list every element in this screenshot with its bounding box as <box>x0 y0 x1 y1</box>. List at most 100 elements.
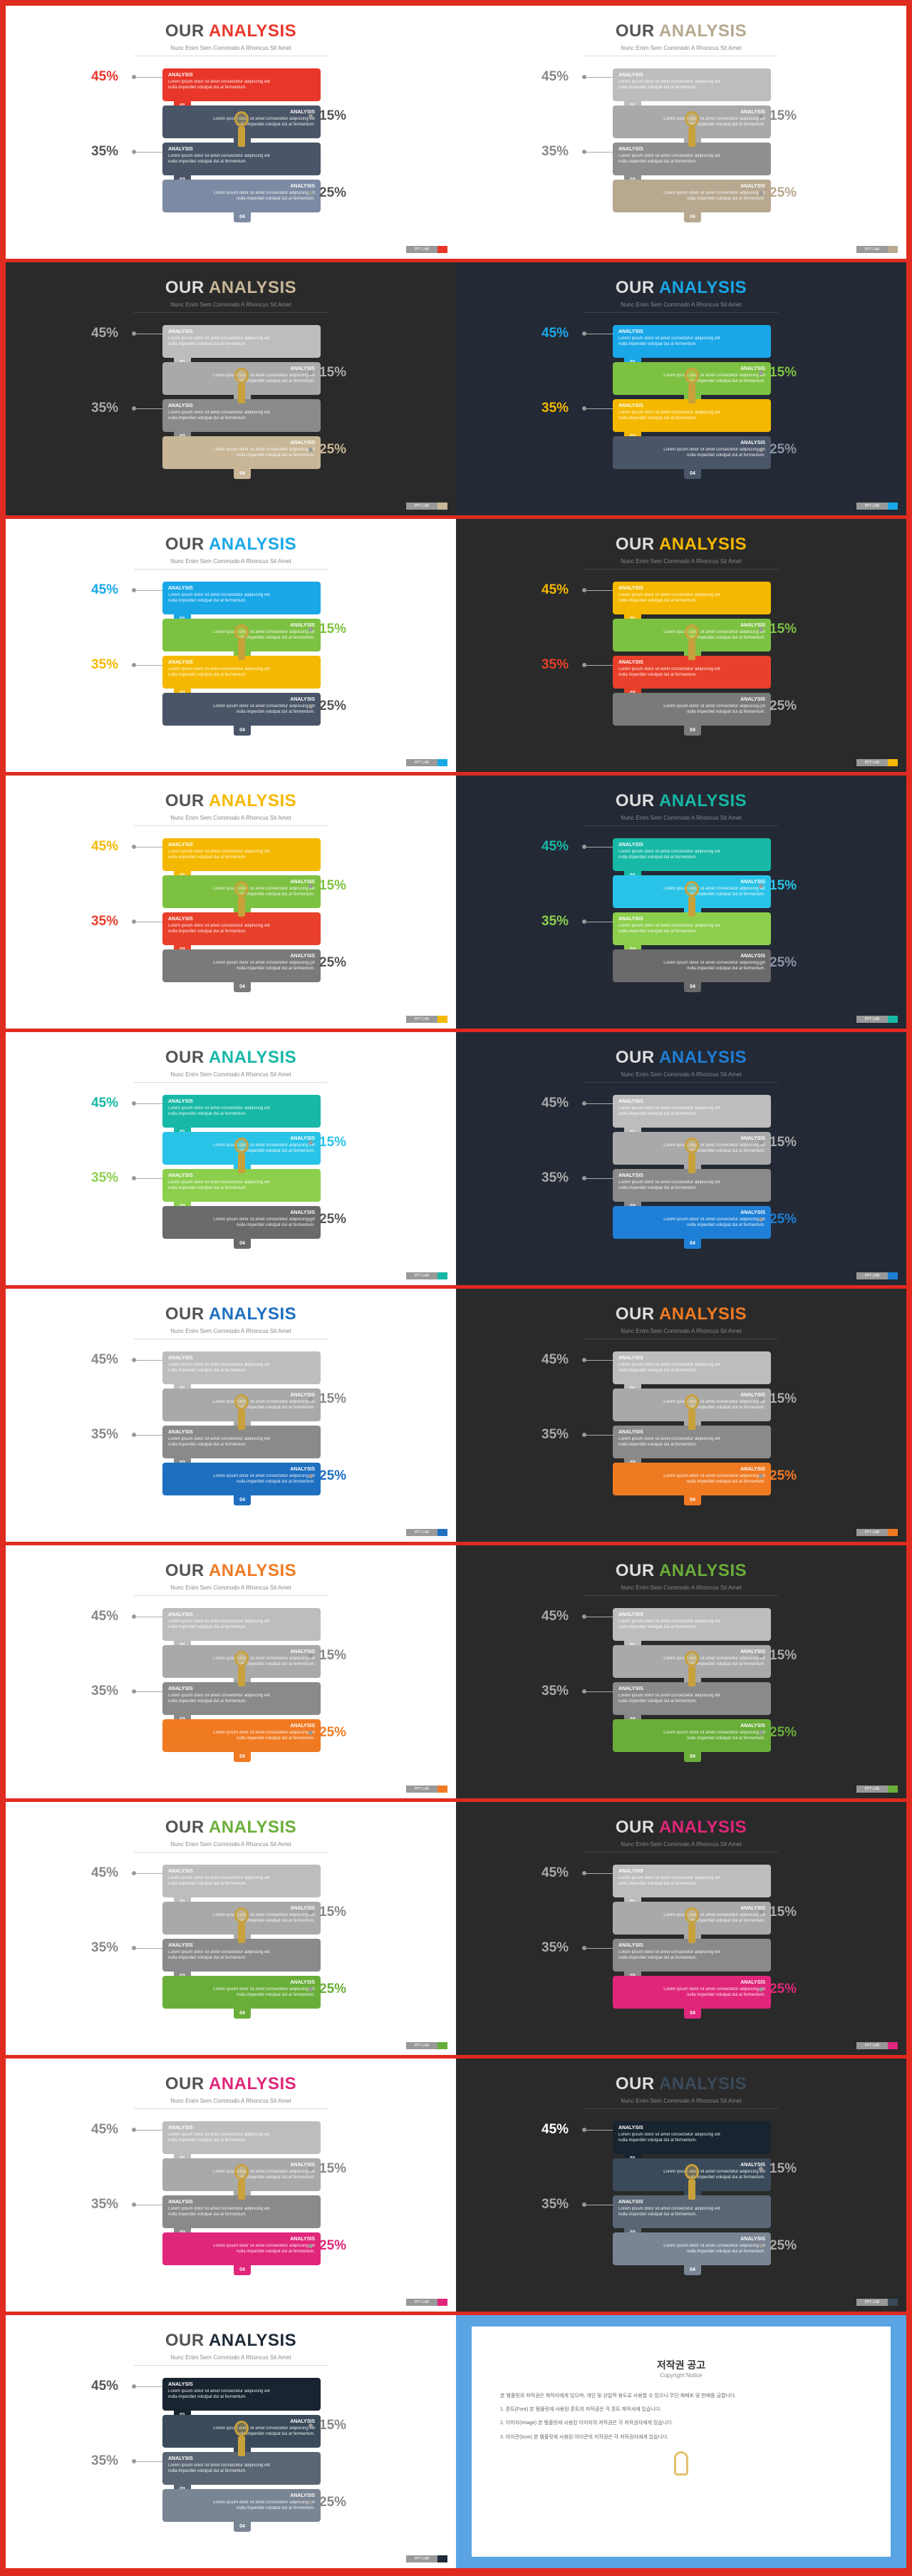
analysis-strip-3[interactable]: ANALYSIS Lorem ipsum dolor sit amet conse… <box>162 1939 321 1972</box>
lightbulb-icon <box>683 2164 701 2207</box>
analysis-strip-1[interactable]: ANALYSIS Lorem ipsum dolor sit amet conse… <box>162 582 321 614</box>
slide-6[interactable]: OUR ANALYSIS Nunc Enim Sem Commodo A Rhon… <box>456 519 906 772</box>
slide-13[interactable]: OUR ANALYSIS Nunc Enim Sem Commodo A Rhon… <box>6 1545 456 1798</box>
percent-label-4: 25% <box>319 2238 347 2253</box>
strip-body: Lorem ipsum dolor sit amet consectetur a… <box>663 1217 765 1227</box>
analysis-strip-1[interactable]: ANALYSIS Lorem ipsum dolor sit amet conse… <box>613 1608 771 1641</box>
connector-dot <box>759 1474 763 1478</box>
analysis-strip-4[interactable]: ANALYSIS Lorem ipsum dolor sit amet conse… <box>613 2232 771 2265</box>
analysis-strip-1[interactable]: ANALYSIS Lorem ipsum dolor sit amet conse… <box>162 1095 321 1128</box>
analysis-strip-4[interactable]: ANALYSIS Lorem ipsum dolor sit amet conse… <box>613 949 771 982</box>
analysis-strip-1[interactable]: ANALYSIS Lorem ipsum dolor sit amet conse… <box>613 838 771 871</box>
analysis-strip-3[interactable]: ANALYSIS Lorem ipsum dolor sit amet conse… <box>613 912 771 945</box>
analysis-strip-4[interactable]: ANALYSIS Lorem ipsum dolor sit amet conse… <box>613 1463 771 1495</box>
analysis-strip-3[interactable]: ANALYSIS Lorem ipsum dolor sit amet conse… <box>613 399 771 432</box>
slide-17[interactable]: OUR ANALYSIS Nunc Enim Sem Commodo A Rhon… <box>6 2059 456 2312</box>
strip-body: Lorem ipsum dolor sit amet consectetur a… <box>168 1180 270 1190</box>
strip-heading: ANALYSIS <box>740 1136 765 1141</box>
analysis-strip-4[interactable]: ANALYSIS Lorem ipsum dolor sit amet conse… <box>613 1719 771 1752</box>
title-accent-word: ANALYSIS <box>658 1818 747 1837</box>
copyright-notice-slide[interactable]: 저작권 공고 Copyright Notice 본 템플릿의 저작권은 제작자에게 … <box>456 2315 906 2568</box>
analysis-strip-1[interactable]: ANALYSIS Lorem ipsum dolor sit amet conse… <box>162 1351 321 1384</box>
strip-heading: ANALYSIS <box>168 2126 193 2131</box>
analysis-strip-1[interactable]: ANALYSIS Lorem ipsum dolor sit amet conse… <box>613 325 771 358</box>
slide-16[interactable]: OUR ANALYSIS Nunc Enim Sem Commodo A Rhon… <box>456 1802 906 2055</box>
analysis-strip-4[interactable]: ANALYSIS Lorem ipsum dolor sit amet conse… <box>162 180 321 212</box>
analysis-strip-3[interactable]: ANALYSIS Lorem ipsum dolor sit amet conse… <box>162 399 321 432</box>
analysis-strip-3[interactable]: ANALYSIS Lorem ipsum dolor sit amet conse… <box>613 1169 771 1202</box>
analysis-strip-4[interactable]: ANALYSIS Lorem ipsum dolor sit amet conse… <box>162 693 321 726</box>
analysis-strip-3[interactable]: ANALYSIS Lorem ipsum dolor sit amet conse… <box>162 143 321 175</box>
analysis-strip-3[interactable]: ANALYSIS Lorem ipsum dolor sit amet conse… <box>613 656 771 689</box>
analysis-strip-3[interactable]: ANALYSIS Lorem ipsum dolor sit amet conse… <box>613 143 771 175</box>
slide-12[interactable]: OUR ANALYSIS Nunc Enim Sem Commodo A Rhon… <box>456 1289 906 1542</box>
analysis-strip-4[interactable]: ANALYSIS Lorem ipsum dolor sit amet conse… <box>162 1976 321 2009</box>
connector-dot <box>132 2384 136 2389</box>
analysis-strip-3[interactable]: ANALYSIS Lorem ipsum dolor sit amet conse… <box>613 2195 771 2228</box>
slide-9[interactable]: OUR ANALYSIS Nunc Enim Sem Commodo A Rhon… <box>6 1032 456 1285</box>
analysis-strip-1[interactable]: ANALYSIS Lorem ipsum dolor sit amet conse… <box>613 1865 771 1897</box>
strip-body: Lorem ipsum dolor sit amet consectetur a… <box>618 850 720 860</box>
analysis-strip-1[interactable]: ANALYSIS Lorem ipsum dolor sit amet conse… <box>162 1608 321 1641</box>
slide-3[interactable]: OUR ANALYSIS Nunc Enim Sem Commodo A Rhon… <box>6 262 456 515</box>
percent-label-4: 25% <box>319 1725 347 1740</box>
analysis-strip-1[interactable]: ANALYSIS Lorem ipsum dolor sit amet conse… <box>613 2121 771 2154</box>
analysis-strip-4[interactable]: ANALYSIS Lorem ipsum dolor sit amet conse… <box>162 436 321 469</box>
title-accent-word: ANALYSIS <box>208 1818 297 1837</box>
slide-19[interactable]: OUR ANALYSIS Nunc Enim Sem Commodo A Rhon… <box>6 2315 456 2568</box>
analysis-strip-3[interactable]: ANALYSIS Lorem ipsum dolor sit amet conse… <box>613 1939 771 1972</box>
slide-14[interactable]: OUR ANALYSIS Nunc Enim Sem Commodo A Rhon… <box>456 1545 906 1798</box>
slide-1[interactable]: OUR ANALYSIS Nunc Enim Sem Commodo A Rhon… <box>6 6 456 259</box>
strip-heading: ANALYSIS <box>168 586 193 591</box>
slide-2[interactable]: OUR ANALYSIS Nunc Enim Sem Commodo A Rhon… <box>456 6 906 259</box>
analysis-strip-3[interactable]: ANALYSIS Lorem ipsum dolor sit amet conse… <box>162 1682 321 1715</box>
title-prefix: OUR <box>615 1304 659 1324</box>
analysis-strip-4[interactable]: ANALYSIS Lorem ipsum dolor sit amet conse… <box>162 1463 321 1495</box>
analysis-strip-3[interactable]: ANALYSIS Lorem ipsum dolor sit amet conse… <box>162 1169 321 1202</box>
slide-11[interactable]: OUR ANALYSIS Nunc Enim Sem Commodo A Rhon… <box>6 1289 456 1542</box>
analysis-strip-4[interactable]: ANALYSIS Lorem ipsum dolor sit amet conse… <box>162 2489 321 2522</box>
slide-18[interactable]: OUR ANALYSIS Nunc Enim Sem Commodo A Rhon… <box>456 2059 906 2312</box>
analysis-strip-4[interactable]: ANALYSIS Lorem ipsum dolor sit amet conse… <box>162 949 321 982</box>
analysis-strip-4[interactable]: ANALYSIS Lorem ipsum dolor sit amet conse… <box>162 2232 321 2265</box>
analysis-strip-1[interactable]: ANALYSIS Lorem ipsum dolor sit amet conse… <box>162 1865 321 1897</box>
strip-body: Lorem ipsum dolor sit amet consectetur a… <box>168 1106 270 1116</box>
analysis-strip-3[interactable]: ANALYSIS Lorem ipsum dolor sit amet conse… <box>162 656 321 689</box>
analysis-strip-1[interactable]: ANALYSIS Lorem ipsum dolor sit amet conse… <box>162 838 321 871</box>
slide-10[interactable]: OUR ANALYSIS Nunc Enim Sem Commodo A Rhon… <box>456 1032 906 1285</box>
strip-body: Lorem ipsum dolor sit amet consectetur a… <box>213 704 315 714</box>
analysis-strip-1[interactable]: ANALYSIS Lorem ipsum dolor sit amet conse… <box>613 68 771 101</box>
analysis-strip-1[interactable]: ANALYSIS Lorem ipsum dolor sit amet conse… <box>162 2121 321 2154</box>
slide-7[interactable]: OUR ANALYSIS Nunc Enim Sem Commodo A Rhon… <box>6 776 456 1029</box>
analysis-strip-3[interactable]: ANALYSIS Lorem ipsum dolor sit amet conse… <box>613 1682 771 1715</box>
slide-8[interactable]: OUR ANALYSIS Nunc Enim Sem Commodo A Rhon… <box>456 776 906 1029</box>
slide-footer: PPT LAB <box>856 246 898 253</box>
connector-line <box>584 1103 613 1104</box>
analysis-strip-4[interactable]: ANALYSIS Lorem ipsum dolor sit amet conse… <box>613 693 771 726</box>
strip-heading: ANALYSIS <box>168 1612 193 1617</box>
connector-line <box>134 1435 162 1436</box>
slide-15[interactable]: OUR ANALYSIS Nunc Enim Sem Commodo A Rhon… <box>6 1802 456 2055</box>
analysis-strip-4[interactable]: ANALYSIS Lorem ipsum dolor sit amet conse… <box>162 1719 321 1752</box>
analysis-strip-4[interactable]: ANALYSIS Lorem ipsum dolor sit amet conse… <box>613 1206 771 1239</box>
analysis-strip-3[interactable]: ANALYSIS Lorem ipsum dolor sit amet conse… <box>162 1426 321 1458</box>
connector-dot <box>582 2128 586 2132</box>
analysis-strip-3[interactable]: ANALYSIS Lorem ipsum dolor sit amet conse… <box>162 2452 321 2485</box>
slide-4[interactable]: OUR ANALYSIS Nunc Enim Sem Commodo A Rhon… <box>456 262 906 515</box>
analysis-strip-3[interactable]: ANALYSIS Lorem ipsum dolor sit amet conse… <box>613 1426 771 1458</box>
analysis-strip-1[interactable]: ANALYSIS Lorem ipsum dolor sit amet conse… <box>162 2378 321 2411</box>
slide-5[interactable]: OUR ANALYSIS Nunc Enim Sem Commodo A Rhon… <box>6 519 456 772</box>
analysis-strip-4[interactable]: ANALYSIS Lorem ipsum dolor sit amet conse… <box>613 436 771 469</box>
analysis-strip-1[interactable]: ANALYSIS Lorem ipsum dolor sit amet conse… <box>162 68 321 101</box>
percent-label-2: 15% <box>319 2161 347 2176</box>
analysis-strip-1[interactable]: ANALYSIS Lorem ipsum dolor sit amet conse… <box>613 1095 771 1128</box>
analysis-strip-4[interactable]: ANALYSIS Lorem ipsum dolor sit amet conse… <box>162 1206 321 1239</box>
analysis-strip-1[interactable]: ANALYSIS Lorem ipsum dolor sit amet conse… <box>162 325 321 358</box>
analysis-strip-3[interactable]: ANALYSIS Lorem ipsum dolor sit amet conse… <box>162 2195 321 2228</box>
analysis-strip-3[interactable]: ANALYSIS Lorem ipsum dolor sit amet conse… <box>162 912 321 945</box>
analysis-strip-2[interactable]: ANALYSIS Lorem ipsum dolor sit amet conse… <box>162 1645 321 1678</box>
analysis-strip-4[interactable]: ANALYSIS Lorem ipsum dolor sit amet conse… <box>613 180 771 212</box>
analysis-strip-1[interactable]: ANALYSIS Lorem ipsum dolor sit amet conse… <box>613 582 771 614</box>
analysis-strip-4[interactable]: ANALYSIS Lorem ipsum dolor sit amet conse… <box>613 1976 771 2009</box>
analysis-strip-1[interactable]: ANALYSIS Lorem ipsum dolor sit amet conse… <box>613 1351 771 1384</box>
